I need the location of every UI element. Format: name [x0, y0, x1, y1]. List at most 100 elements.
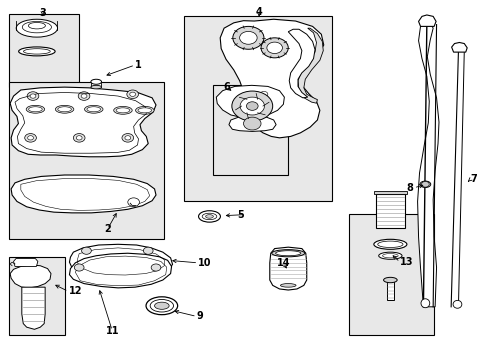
Circle shape [240, 97, 264, 115]
Ellipse shape [205, 215, 213, 218]
Ellipse shape [275, 251, 300, 256]
Ellipse shape [198, 211, 220, 222]
Circle shape [143, 247, 153, 254]
Ellipse shape [91, 85, 102, 89]
Ellipse shape [19, 47, 55, 56]
Circle shape [126, 90, 138, 99]
Circle shape [261, 38, 287, 58]
Ellipse shape [138, 108, 151, 113]
Text: 7: 7 [469, 174, 476, 184]
Circle shape [76, 136, 82, 140]
Text: 1: 1 [135, 60, 142, 70]
Polygon shape [69, 244, 172, 279]
Circle shape [243, 117, 261, 130]
Polygon shape [417, 21, 438, 307]
Bar [9, 82, 164, 239]
Bar [373, 191, 406, 194]
Ellipse shape [202, 213, 216, 220]
Polygon shape [220, 19, 323, 138]
Circle shape [28, 136, 33, 140]
Text: 9: 9 [197, 311, 203, 321]
Text: 4: 4 [255, 7, 262, 17]
Circle shape [232, 26, 264, 49]
Text: 13: 13 [399, 257, 413, 267]
Ellipse shape [419, 181, 430, 188]
Bar [183, 16, 331, 202]
Circle shape [246, 102, 258, 111]
Ellipse shape [91, 79, 102, 84]
Circle shape [260, 91, 267, 97]
Text: 11: 11 [105, 326, 119, 336]
Ellipse shape [373, 239, 406, 249]
Ellipse shape [378, 252, 401, 259]
Text: 8: 8 [406, 183, 413, 193]
Ellipse shape [452, 300, 461, 308]
Ellipse shape [16, 19, 58, 37]
Ellipse shape [154, 302, 169, 309]
Ellipse shape [55, 105, 74, 113]
Polygon shape [418, 15, 435, 26]
Text: 2: 2 [104, 224, 111, 234]
Circle shape [73, 134, 85, 142]
Circle shape [25, 134, 36, 142]
Ellipse shape [87, 107, 101, 112]
Ellipse shape [146, 297, 177, 315]
Text: 3: 3 [39, 8, 46, 18]
Ellipse shape [382, 253, 397, 258]
Polygon shape [216, 85, 284, 118]
Polygon shape [10, 265, 51, 288]
Bar [212, 85, 287, 175]
Ellipse shape [420, 299, 429, 308]
Ellipse shape [114, 107, 132, 114]
Circle shape [231, 91, 272, 121]
Polygon shape [228, 116, 276, 131]
Text: 14: 14 [276, 258, 289, 268]
Ellipse shape [26, 105, 44, 113]
Ellipse shape [22, 21, 51, 33]
Ellipse shape [23, 49, 50, 54]
Bar [375, 194, 404, 228]
Bar [348, 214, 433, 336]
Bar [9, 14, 79, 87]
Circle shape [78, 92, 90, 100]
Polygon shape [69, 253, 171, 288]
Circle shape [256, 89, 271, 100]
Circle shape [151, 264, 161, 271]
Circle shape [30, 94, 36, 98]
Circle shape [127, 198, 139, 206]
Circle shape [74, 264, 84, 271]
Ellipse shape [84, 105, 103, 113]
Circle shape [81, 94, 87, 98]
Ellipse shape [377, 241, 402, 248]
Polygon shape [451, 42, 466, 52]
Text: 12: 12 [68, 287, 82, 296]
Ellipse shape [135, 107, 154, 114]
Polygon shape [297, 28, 323, 103]
Polygon shape [22, 287, 45, 329]
Circle shape [122, 134, 133, 142]
Circle shape [266, 42, 282, 54]
Circle shape [81, 247, 91, 254]
Polygon shape [10, 87, 156, 157]
Ellipse shape [383, 277, 396, 283]
Text: 6: 6 [223, 82, 229, 92]
Circle shape [27, 92, 39, 100]
Bar [9, 257, 64, 336]
Ellipse shape [28, 22, 45, 29]
Polygon shape [14, 258, 38, 266]
Circle shape [239, 31, 257, 44]
Polygon shape [287, 29, 314, 98]
Polygon shape [269, 247, 306, 290]
Ellipse shape [280, 284, 295, 287]
Ellipse shape [58, 107, 71, 112]
Text: 10: 10 [198, 258, 211, 268]
Polygon shape [11, 175, 156, 213]
Circle shape [124, 136, 130, 140]
Circle shape [421, 181, 428, 187]
Text: 5: 5 [237, 210, 244, 220]
Circle shape [129, 92, 135, 96]
Ellipse shape [116, 108, 129, 113]
Ellipse shape [29, 107, 42, 112]
Bar [386, 280, 393, 300]
Bar [91, 82, 101, 87]
